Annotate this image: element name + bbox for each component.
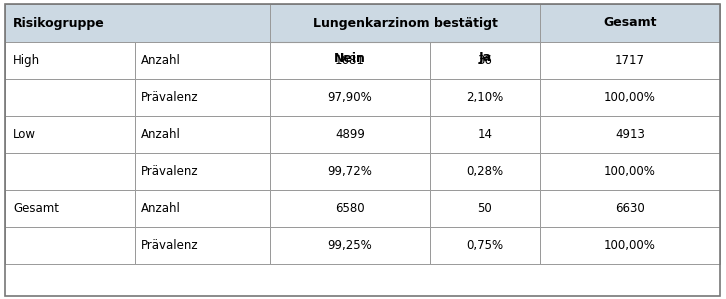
Text: 50: 50 (478, 202, 492, 215)
Bar (270, 79, 430, 116)
Bar (270, 227, 430, 264)
Text: High: High (13, 54, 40, 67)
Bar (430, 190, 540, 227)
Text: Low: Low (13, 128, 36, 141)
Text: Lungenkarzinom bestätigt: Lungenkarzinom bestätigt (313, 16, 497, 30)
Bar (430, 42, 540, 74)
Bar (540, 79, 720, 116)
Bar (540, 42, 720, 74)
Text: Gesamt: Gesamt (13, 202, 59, 215)
Text: 6580: 6580 (335, 202, 364, 215)
Text: 6630: 6630 (615, 202, 645, 215)
Text: 14: 14 (478, 128, 492, 141)
Bar (5, 4, 270, 42)
Bar (430, 116, 540, 153)
Bar (540, 42, 720, 79)
Text: 97,90%: 97,90% (327, 91, 372, 104)
Text: 100,00%: 100,00% (604, 165, 656, 178)
Bar (5, 190, 135, 227)
Text: Prävalenz: Prävalenz (141, 239, 199, 252)
Bar (5, 153, 135, 190)
Text: 99,72%: 99,72% (327, 165, 372, 178)
Text: 100,00%: 100,00% (604, 91, 656, 104)
Text: Prävalenz: Prävalenz (141, 91, 199, 104)
Text: 4913: 4913 (615, 128, 645, 141)
Bar (270, 190, 430, 227)
Text: Anzahl: Anzahl (141, 202, 181, 215)
Bar (5, 42, 270, 74)
Bar (5, 42, 135, 79)
Text: 36: 36 (478, 54, 492, 67)
Bar (430, 79, 540, 116)
Bar (135, 153, 270, 190)
Bar (135, 42, 270, 79)
Text: 1717: 1717 (615, 54, 645, 67)
Text: 0,75%: 0,75% (466, 239, 504, 252)
Text: Anzahl: Anzahl (141, 128, 181, 141)
Bar (5, 116, 135, 153)
Text: Nein: Nein (334, 51, 366, 65)
Bar (430, 42, 540, 79)
Bar (270, 116, 430, 153)
Bar (270, 42, 430, 79)
Text: Anzahl: Anzahl (141, 54, 181, 67)
Bar (430, 153, 540, 190)
Bar (540, 227, 720, 264)
Bar (135, 227, 270, 264)
Bar (270, 42, 430, 74)
Text: Gesamt: Gesamt (603, 16, 657, 30)
Text: Risikogruppe: Risikogruppe (13, 16, 105, 30)
Bar (135, 190, 270, 227)
Bar (135, 79, 270, 116)
Bar (540, 153, 720, 190)
Text: 1681: 1681 (335, 54, 365, 67)
Bar (270, 4, 540, 42)
Text: Ja: Ja (478, 51, 492, 65)
Bar (540, 190, 720, 227)
Bar (540, 116, 720, 153)
Text: 100,00%: 100,00% (604, 239, 656, 252)
Bar (270, 153, 430, 190)
Text: 0,28%: 0,28% (466, 165, 504, 178)
Bar (5, 79, 135, 116)
Text: 2,10%: 2,10% (466, 91, 504, 104)
Bar (540, 4, 720, 42)
Bar (5, 227, 135, 264)
Text: Prävalenz: Prävalenz (141, 165, 199, 178)
Text: 4899: 4899 (335, 128, 365, 141)
Bar (135, 116, 270, 153)
Bar (430, 227, 540, 264)
Text: 99,25%: 99,25% (327, 239, 372, 252)
